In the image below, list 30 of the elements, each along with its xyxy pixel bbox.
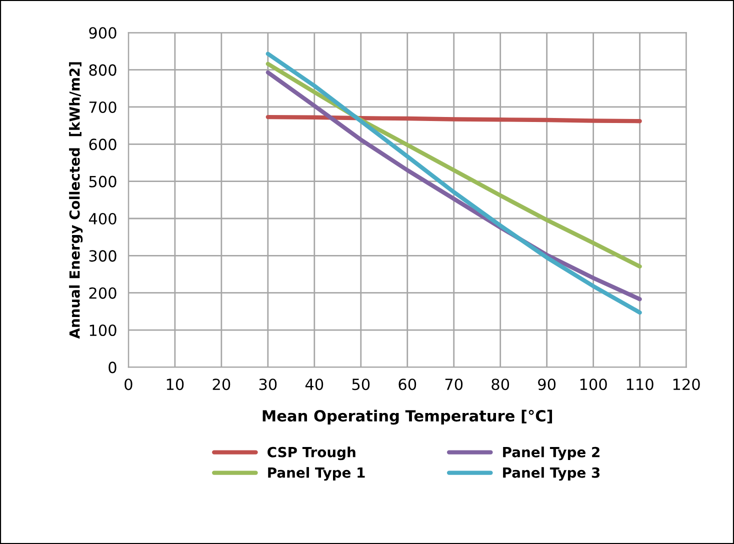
legend-label: Panel Type 1: [268, 467, 365, 481]
x-tick-label: 60: [398, 378, 416, 390]
y-tick-label: 400: [88, 212, 116, 225]
y-tick-label: 0: [108, 362, 116, 374]
y-tick-label: 300: [89, 250, 116, 262]
x-axis-title: Mean Operating Temperature [°C]: [262, 410, 552, 425]
legend-label: CSP Trough: [268, 446, 356, 460]
x-tick-label: 30: [259, 378, 277, 390]
y-tick-label: 800: [89, 64, 116, 76]
y-tick-label: 500: [89, 176, 116, 188]
legend-label: Panel Type 3: [503, 467, 600, 481]
x-tick-label: 110: [626, 378, 654, 390]
y-tick-label: 600: [89, 138, 116, 150]
y-tick-label: 900: [89, 27, 116, 39]
x-tick-label: 100: [580, 378, 607, 390]
y-axis-title: Annual Energy Collected [kWh/m2]: [69, 62, 83, 339]
x-tick-label: 10: [166, 378, 184, 390]
x-tick-label: 90: [538, 378, 556, 390]
x-tick-label: 120: [673, 378, 700, 390]
x-tick-label: 70: [445, 378, 463, 390]
x-tick-label: 0: [124, 378, 132, 390]
x-tick-label: 80: [492, 378, 510, 390]
legend-label: Panel Type 2: [503, 446, 600, 460]
x-tick-label: 50: [352, 378, 370, 390]
x-tick-label: 20: [212, 378, 230, 390]
y-tick-label: 200: [89, 287, 116, 299]
y-tick-label: 700: [89, 101, 116, 114]
y-tick-label: 100: [90, 324, 116, 336]
line-series: [266, 62, 642, 269]
x-tick-label: 40: [305, 378, 324, 390]
